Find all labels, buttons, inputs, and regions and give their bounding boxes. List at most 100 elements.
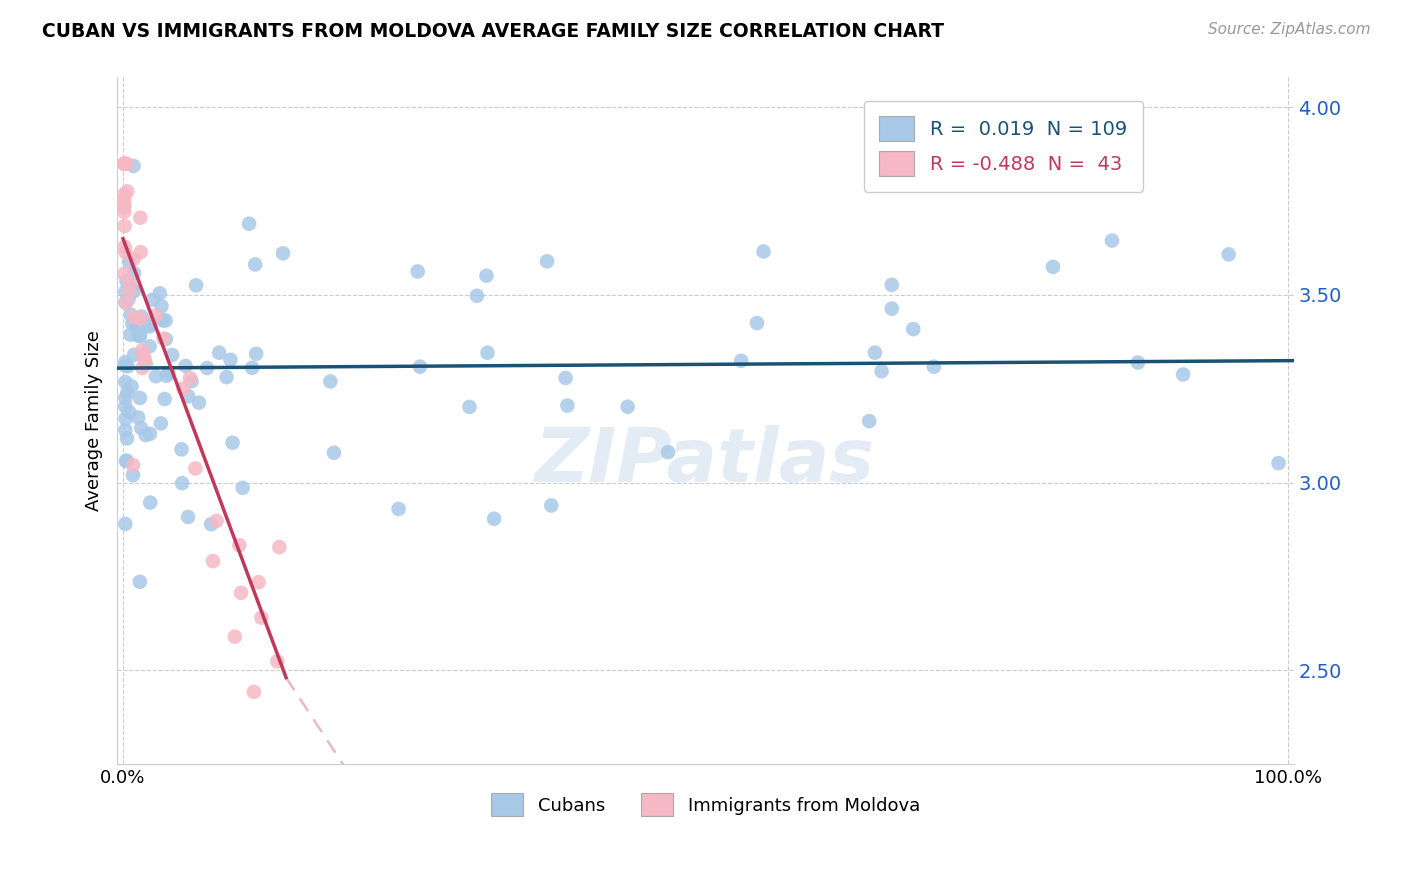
Point (118, 405, 141, 419)
Point (128, 329, 150, 343)
Point (465, 289, 488, 303)
Point (114, 359, 136, 373)
Point (269, 540, 291, 554)
Point (184, 461, 207, 475)
Point (409, 359, 432, 374)
Point (131, 343, 153, 358)
Point (112, 204, 135, 219)
Point (122, 266, 145, 280)
Point (153, 392, 176, 406)
Point (870, 364, 893, 378)
Point (127, 410, 149, 425)
Point (145, 369, 167, 384)
Point (114, 285, 136, 299)
Point (250, 610, 273, 624)
Point (120, 281, 142, 295)
Point (139, 426, 162, 441)
Point (863, 345, 886, 359)
Point (228, 538, 250, 552)
Point (122, 468, 145, 483)
Point (1218, 247, 1240, 261)
Legend: Cubans, Immigrants from Moldova: Cubans, Immigrants from Moldova (484, 786, 928, 823)
Point (117, 359, 139, 374)
Point (557, 399, 579, 413)
Point (135, 428, 157, 442)
Point (208, 345, 231, 359)
Point (232, 481, 254, 495)
Point (129, 245, 152, 260)
Point (122, 348, 145, 362)
Point (149, 417, 172, 431)
Point (1267, 456, 1289, 470)
Point (540, 499, 562, 513)
Point (145, 309, 167, 323)
Point (155, 313, 177, 327)
Point (114, 157, 136, 171)
Point (271, 246, 294, 260)
Point (177, 389, 200, 403)
Point (152, 313, 174, 327)
Point (121, 317, 143, 331)
Point (201, 554, 224, 568)
Point (1171, 368, 1194, 382)
Point (139, 318, 162, 332)
Point (184, 278, 207, 293)
Point (319, 375, 342, 389)
Point (1126, 355, 1149, 369)
Point (112, 198, 135, 212)
Point (112, 157, 135, 171)
Point (188, 395, 211, 409)
Point (858, 414, 880, 428)
Point (247, 575, 270, 590)
Point (240, 360, 263, 375)
Point (115, 185, 138, 199)
Point (115, 432, 138, 446)
Point (243, 257, 266, 271)
Point (157, 366, 180, 380)
Point (174, 359, 197, 373)
Point (152, 332, 174, 346)
Point (880, 277, 903, 292)
Point (129, 311, 152, 326)
Point (172, 382, 194, 396)
Point (616, 400, 638, 414)
Point (387, 502, 409, 516)
Point (149, 286, 172, 301)
Text: CUBAN VS IMMIGRANTS FROM MOLDOVA AVERAGE FAMILY SIZE CORRELATION CHART: CUBAN VS IMMIGRANTS FROM MOLDOVA AVERAGE… (42, 22, 945, 41)
Point (114, 240, 136, 254)
Point (114, 516, 136, 531)
Point (112, 157, 135, 171)
Point (115, 157, 138, 171)
Point (118, 277, 141, 291)
Point (134, 352, 156, 367)
Point (114, 423, 136, 437)
Point (122, 252, 145, 266)
Point (554, 371, 576, 385)
Point (112, 193, 135, 207)
Point (155, 368, 177, 383)
Point (138, 339, 160, 353)
Point (245, 347, 267, 361)
Point (752, 244, 775, 259)
Point (115, 274, 138, 288)
Point (114, 355, 136, 369)
Point (122, 284, 145, 298)
Point (160, 348, 183, 362)
Point (177, 510, 200, 524)
Point (114, 391, 136, 405)
Point (266, 654, 288, 668)
Point (141, 293, 163, 307)
Point (238, 217, 260, 231)
Point (150, 299, 173, 313)
Point (122, 458, 145, 472)
Point (117, 292, 139, 306)
Point (114, 400, 136, 414)
Point (125, 318, 148, 333)
Point (1101, 234, 1123, 248)
Y-axis label: Average Family Size: Average Family Size (86, 330, 103, 511)
Point (224, 630, 246, 644)
Point (880, 301, 903, 316)
Point (406, 264, 429, 278)
Point (122, 310, 145, 324)
Point (482, 512, 505, 526)
